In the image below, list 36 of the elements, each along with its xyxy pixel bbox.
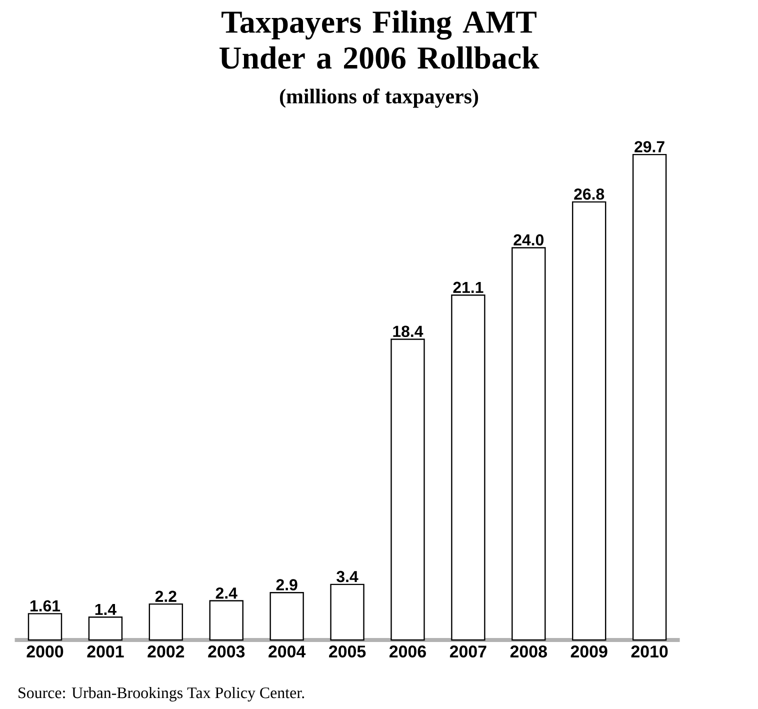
bar — [88, 616, 123, 641]
data-label: 2.4 — [216, 587, 238, 599]
data-label: 29.7 — [634, 141, 664, 152]
bar — [148, 603, 184, 641]
data-label: 2.2 — [155, 590, 176, 602]
source-note: Source: Urban-Brookings Tax Policy Center. — [18, 686, 304, 702]
data-label: 2.9 — [276, 579, 298, 590]
bar — [330, 584, 364, 641]
x-tick-label: 2007 — [450, 646, 486, 658]
data-label: 1.61 — [30, 600, 60, 612]
x-tick-label: 2002 — [148, 646, 184, 658]
x-tick-label: 2003 — [208, 646, 245, 658]
bar — [209, 600, 244, 641]
bar — [390, 338, 425, 641]
chart-title: Taxpayers Filing AMT Under a 2006 Rollback — [220, 10, 540, 69]
data-label: 3.4 — [336, 570, 358, 582]
x-tick-label: 2010 — [631, 646, 668, 658]
data-label: 26.8 — [574, 188, 604, 200]
x-tick-label: 2008 — [510, 646, 547, 658]
data-label: 21.1 — [453, 282, 484, 293]
x-tick-label: 2004 — [268, 646, 306, 658]
bar — [632, 154, 667, 641]
bar — [572, 201, 606, 641]
bar — [28, 613, 62, 641]
data-label: 18.4 — [393, 326, 424, 338]
x-tick-label: 2006 — [389, 646, 426, 658]
data-label: 1.4 — [95, 604, 116, 615]
bar — [270, 592, 304, 641]
x-tick-label: 2001 — [87, 646, 124, 658]
bar — [512, 247, 546, 641]
x-tick-label: 2009 — [570, 646, 608, 658]
data-label: 24.0 — [514, 234, 544, 246]
bar — [451, 294, 486, 641]
chart-subtitle: (millions of taxpayers) — [280, 88, 478, 108]
x-tick-label: 2005 — [329, 646, 366, 658]
x-tick-label: 2000 — [26, 646, 64, 658]
